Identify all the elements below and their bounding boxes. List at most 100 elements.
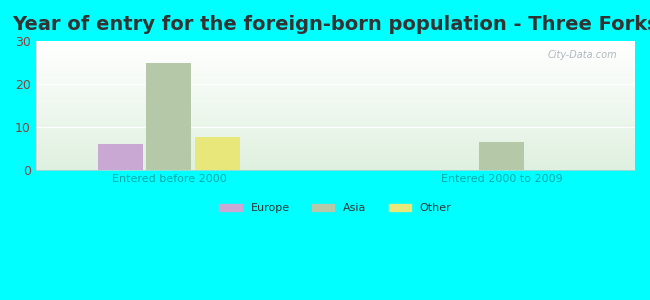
Bar <box>36 101 635 102</box>
Bar <box>36 59 635 60</box>
Bar <box>36 81 635 82</box>
Bar <box>36 105 635 106</box>
Bar <box>36 147 635 148</box>
Bar <box>36 92 635 93</box>
Bar <box>36 100 635 101</box>
Legend: Europe, Asia, Other: Europe, Asia, Other <box>215 199 456 218</box>
Bar <box>36 57 635 58</box>
Bar <box>36 70 635 71</box>
Bar <box>36 135 635 136</box>
Bar <box>36 50 635 51</box>
Bar <box>36 150 635 151</box>
Bar <box>36 94 635 95</box>
Bar <box>36 85 635 86</box>
Bar <box>146 62 191 170</box>
Bar <box>36 117 635 118</box>
Bar <box>36 151 635 152</box>
Bar <box>36 74 635 75</box>
Bar <box>36 102 635 103</box>
Bar <box>36 98 635 99</box>
Bar <box>36 108 635 109</box>
Bar <box>36 48 635 49</box>
Bar <box>36 79 635 80</box>
Title: Year of entry for the foreign-born population - Three Forks: Year of entry for the foreign-born popul… <box>12 15 650 34</box>
Bar <box>36 132 635 133</box>
Bar <box>36 83 635 84</box>
Bar <box>36 88 635 89</box>
Bar <box>36 72 635 73</box>
Bar <box>36 152 635 153</box>
Bar <box>36 47 635 48</box>
Bar <box>36 153 635 154</box>
Bar <box>36 44 635 45</box>
Bar <box>36 110 635 111</box>
Bar <box>36 89 635 90</box>
Bar <box>36 159 635 160</box>
Bar <box>36 114 635 115</box>
Bar <box>36 97 635 98</box>
Bar <box>36 144 635 145</box>
Bar <box>36 131 635 132</box>
Bar <box>36 133 635 134</box>
Bar <box>36 96 635 97</box>
Bar <box>36 76 635 77</box>
Bar <box>36 112 635 113</box>
Bar <box>36 104 635 105</box>
Bar <box>36 164 635 165</box>
Bar <box>36 90 635 91</box>
Bar <box>36 154 635 155</box>
Bar <box>36 86 635 87</box>
Bar <box>479 142 525 170</box>
Bar <box>36 71 635 72</box>
Bar <box>36 49 635 50</box>
Bar <box>36 58 635 59</box>
Bar <box>36 82 635 83</box>
Bar <box>36 78 635 79</box>
Bar <box>36 155 635 156</box>
Bar <box>36 142 635 143</box>
Bar <box>36 129 635 130</box>
Bar <box>36 95 635 96</box>
Bar <box>36 165 635 166</box>
Bar <box>36 138 635 139</box>
Bar <box>36 168 635 169</box>
Bar <box>36 60 635 61</box>
Bar <box>36 134 635 135</box>
Bar <box>36 61 635 62</box>
Bar <box>36 73 635 74</box>
Bar <box>36 51 635 52</box>
Bar <box>36 63 635 64</box>
Bar <box>36 139 635 140</box>
Bar <box>36 140 635 141</box>
Bar <box>36 67 635 68</box>
Bar <box>36 107 635 108</box>
Bar <box>36 160 635 161</box>
Bar <box>36 143 635 144</box>
Bar <box>36 124 635 125</box>
Bar <box>36 66 635 67</box>
Bar <box>36 149 635 150</box>
Bar <box>36 121 635 122</box>
Bar <box>36 161 635 162</box>
Bar <box>36 103 635 104</box>
Bar <box>36 157 635 158</box>
Bar <box>36 111 635 112</box>
Bar <box>36 93 635 94</box>
Bar <box>36 45 635 46</box>
Bar <box>36 116 635 117</box>
Bar <box>36 68 635 69</box>
Bar <box>36 53 635 54</box>
Bar <box>36 46 635 47</box>
Bar <box>36 99 635 100</box>
Bar <box>36 146 635 147</box>
Bar <box>36 77 635 78</box>
Bar <box>36 113 635 114</box>
Bar <box>36 128 635 129</box>
Bar <box>195 137 240 170</box>
Bar <box>36 163 635 164</box>
Bar <box>36 54 635 55</box>
Bar <box>36 167 635 168</box>
Bar <box>36 69 635 70</box>
Bar <box>36 145 635 146</box>
Bar <box>36 130 635 131</box>
